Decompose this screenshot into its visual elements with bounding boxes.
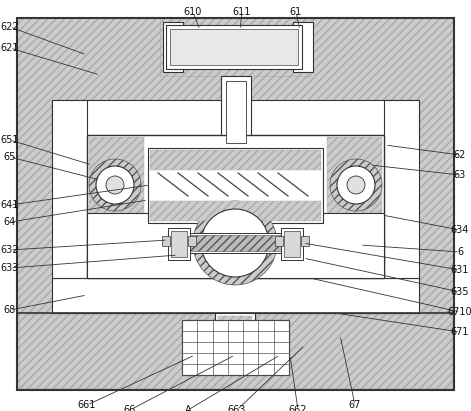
- Bar: [275, 236, 283, 246]
- Bar: [89, 137, 144, 276]
- Bar: [148, 148, 323, 223]
- Bar: [218, 316, 252, 352]
- Text: 635: 635: [451, 287, 469, 297]
- Bar: [87, 213, 384, 278]
- Text: 62: 62: [454, 150, 466, 160]
- Bar: [226, 81, 246, 143]
- Circle shape: [89, 159, 141, 211]
- Text: 621: 621: [1, 43, 19, 53]
- Bar: [281, 228, 303, 260]
- Text: 663: 663: [228, 405, 246, 411]
- Text: 6: 6: [457, 247, 463, 257]
- Bar: [386, 102, 417, 276]
- Bar: [284, 231, 300, 257]
- Bar: [185, 235, 285, 251]
- Circle shape: [347, 176, 365, 194]
- Bar: [215, 313, 255, 355]
- Bar: [52, 100, 419, 135]
- Bar: [17, 313, 454, 390]
- Text: 611: 611: [233, 7, 251, 17]
- Text: 651: 651: [1, 135, 19, 145]
- Bar: [183, 233, 287, 253]
- Bar: [215, 313, 255, 355]
- Bar: [188, 236, 196, 246]
- Text: 633: 633: [1, 263, 19, 273]
- Text: A: A: [185, 405, 191, 411]
- Circle shape: [106, 176, 124, 194]
- Text: 64: 64: [4, 217, 16, 227]
- Text: 661: 661: [78, 400, 96, 410]
- Bar: [170, 29, 298, 65]
- Text: 610: 610: [184, 7, 202, 17]
- Text: 68: 68: [4, 305, 16, 315]
- Circle shape: [330, 159, 382, 211]
- Bar: [163, 22, 183, 72]
- Bar: [162, 236, 170, 246]
- Text: 631: 631: [451, 265, 469, 275]
- Circle shape: [337, 166, 375, 204]
- Bar: [221, 76, 251, 148]
- Bar: [150, 150, 321, 170]
- Bar: [293, 22, 313, 72]
- Text: 632: 632: [1, 245, 19, 255]
- Text: 622: 622: [0, 22, 19, 32]
- Bar: [52, 278, 419, 313]
- Bar: [166, 25, 302, 69]
- Bar: [54, 102, 85, 276]
- Bar: [384, 100, 419, 278]
- Text: 671: 671: [451, 327, 469, 337]
- Text: 66: 66: [124, 405, 136, 411]
- Circle shape: [201, 209, 269, 277]
- Bar: [54, 280, 417, 311]
- Bar: [150, 201, 321, 221]
- Text: 67: 67: [349, 400, 361, 410]
- Bar: [327, 137, 382, 276]
- Text: 634: 634: [451, 225, 469, 235]
- Bar: [218, 316, 252, 352]
- Bar: [54, 102, 417, 133]
- Text: 6710: 6710: [448, 307, 471, 317]
- Text: 65: 65: [4, 152, 16, 162]
- Text: 641: 641: [1, 200, 19, 210]
- Text: 61: 61: [290, 7, 302, 17]
- Bar: [182, 320, 289, 375]
- Bar: [160, 18, 311, 76]
- Bar: [223, 78, 249, 146]
- Circle shape: [96, 166, 134, 204]
- Bar: [87, 135, 384, 278]
- Bar: [182, 320, 289, 375]
- Bar: [89, 215, 382, 276]
- Bar: [168, 228, 190, 260]
- Bar: [19, 315, 452, 388]
- Text: 63: 63: [454, 170, 466, 180]
- Bar: [171, 231, 187, 257]
- Bar: [52, 100, 87, 278]
- Bar: [301, 236, 309, 246]
- Circle shape: [193, 201, 277, 285]
- Text: 662: 662: [289, 405, 307, 411]
